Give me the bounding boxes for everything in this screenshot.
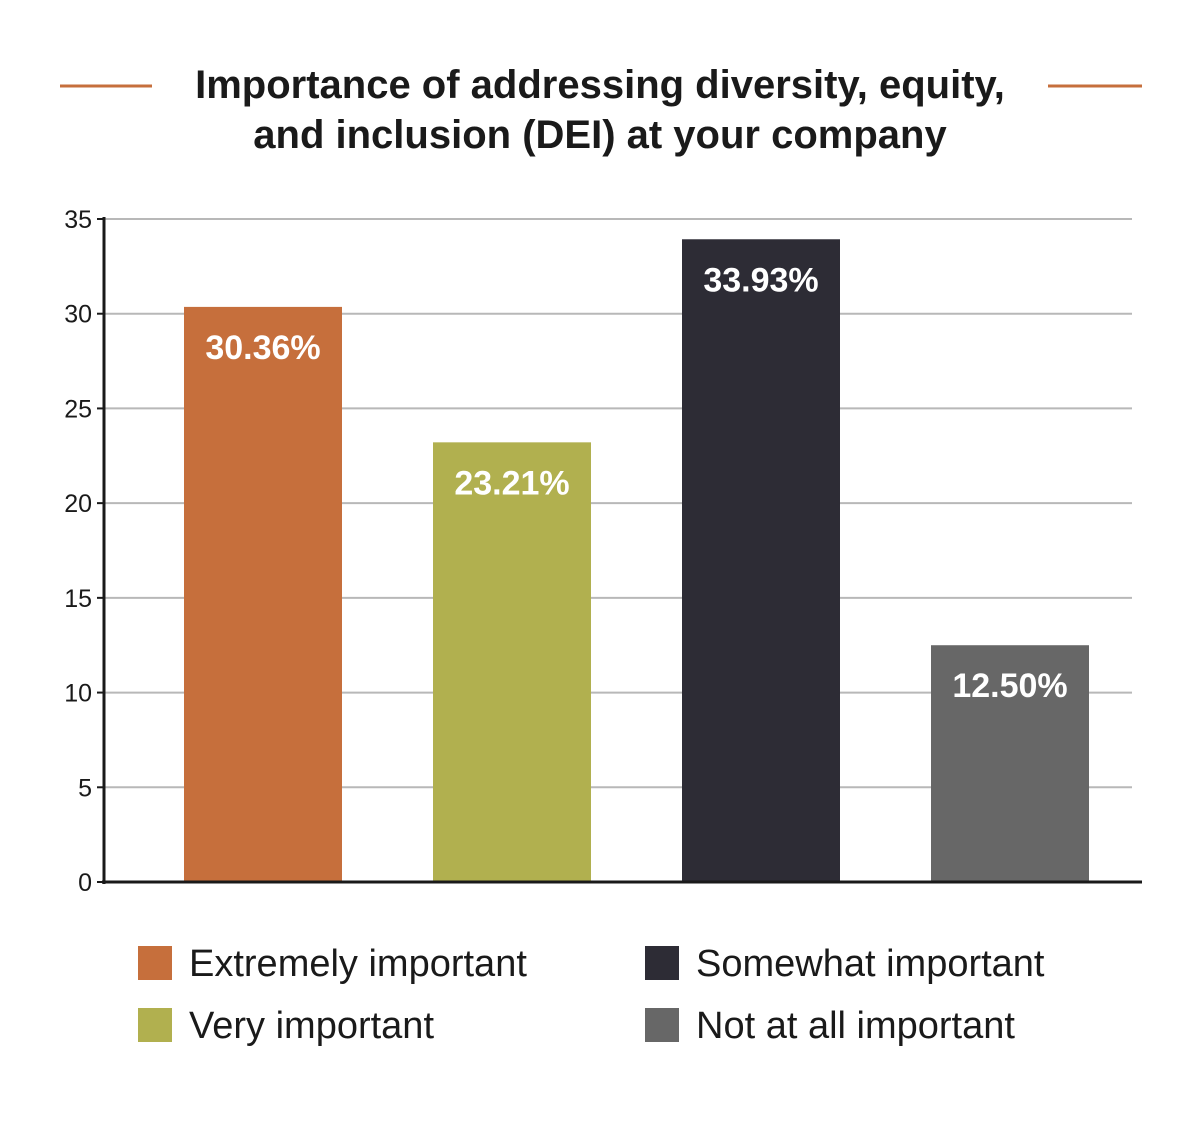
y-tick-label: 30	[64, 301, 92, 329]
bar	[184, 306, 342, 882]
legend-label: Somewhat important	[696, 943, 1045, 985]
y-axis-ticks: 0 5 10 15 20 25 30 35	[64, 206, 104, 897]
bar-value-label: 12.50%	[952, 667, 1067, 705]
legend: Extremely important Somewhat important Ver…	[138, 943, 1045, 1047]
chart-title-line-2: and inclusion (DEI) at your company	[253, 113, 947, 157]
y-tick-label: 20	[64, 490, 92, 518]
legend-label: Extremely important	[189, 943, 527, 985]
bars: 30.36% 23.21% 33.93% 12.50%	[184, 239, 1089, 882]
bar-value-label: 23.21%	[454, 464, 569, 502]
legend-label: Not at all important	[696, 1005, 1015, 1047]
axes	[102, 217, 1142, 884]
legend-swatch	[645, 946, 679, 980]
y-tick-label: 5	[78, 774, 92, 802]
bar	[682, 239, 840, 882]
legend-label: Very important	[189, 1005, 434, 1047]
legend-swatch	[645, 1008, 679, 1042]
y-tick-label: 15	[64, 585, 92, 613]
legend-swatch	[138, 946, 172, 980]
chart-title-line-1: Importance of addressing diversity, equi…	[195, 63, 1005, 107]
bar-value-label: 30.36%	[205, 329, 320, 367]
legend-swatch	[138, 1008, 172, 1042]
y-tick-label: 35	[64, 206, 92, 234]
y-tick-label: 25	[64, 395, 92, 423]
bar	[931, 645, 1089, 882]
y-tick-label: 0	[78, 869, 92, 897]
y-tick-label: 10	[64, 680, 92, 708]
bar-value-label: 33.93%	[703, 261, 818, 299]
bar	[433, 442, 591, 882]
